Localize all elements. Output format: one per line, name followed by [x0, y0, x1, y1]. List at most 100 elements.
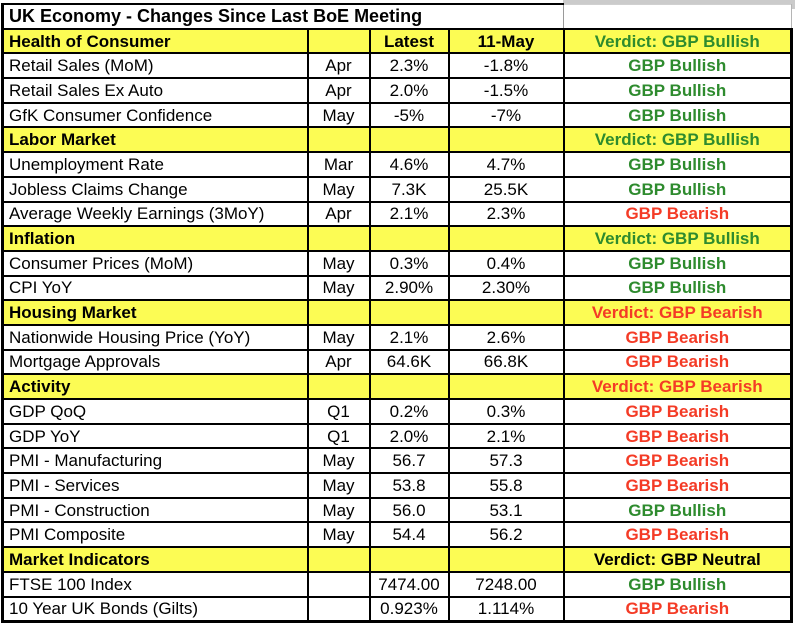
section-empty-latest-cell [368, 373, 450, 400]
latest-value: 7.3K [368, 175, 450, 203]
latest-value: 56.7 [368, 447, 450, 475]
previous-value: -1.8% [447, 52, 565, 80]
indicator-label: CPI YoY [1, 274, 309, 302]
indicator-row: FTSE 100 Index 7474.00 7248.00 GBP Bullish [1, 570, 794, 598]
month-cell: Apr [306, 77, 371, 104]
previous-value: 0.4% [447, 249, 565, 277]
section-verdict: Verdict: GBP Bullish [562, 27, 794, 55]
indicator-label: GfK Consumer Confidence [1, 101, 309, 129]
month-cell: Q1 [306, 422, 371, 450]
section-empty-month-cell [306, 299, 371, 326]
previous-value: 0.3% [447, 398, 565, 425]
month-cell: Apr [306, 348, 371, 376]
latest-value: 54.4 [368, 521, 450, 549]
indicator-row: GfK Consumer Confidence May -5% -7% GBP Bull… [1, 101, 794, 129]
verdict-cell: GBP Bearish [562, 422, 794, 450]
month-cell: Q1 [306, 398, 371, 425]
section-empty-latest-cell [368, 546, 450, 573]
indicator-row: Jobless Claims Change May 7.3K 25.5K GBP Bul… [1, 175, 794, 203]
section-title: Labor Market [1, 126, 309, 154]
indicator-label: Jobless Claims Change [1, 175, 309, 203]
previous-value: 25.5K [447, 175, 565, 203]
verdict-cell: GBP Bullish [562, 249, 794, 277]
verdict-cell: GBP Bearish [562, 200, 794, 228]
latest-value: 7474.00 [368, 570, 450, 598]
indicator-label: PMI - Services [1, 472, 309, 499]
section-empty-month-cell [306, 373, 371, 400]
section-title: Market Indicators [1, 546, 309, 573]
section-title: Activity [1, 373, 309, 400]
verdict-cell: GBP Bearish [562, 348, 794, 376]
month-cell: May [306, 521, 371, 549]
indicator-label: Average Weekly Earnings (3MoY) [1, 200, 309, 228]
verdict-cell: GBP Bullish [562, 77, 794, 104]
latest-value: 2.0% [368, 77, 450, 104]
section-empty-previous-cell [447, 225, 565, 252]
indicator-row: PMI Composite May 54.4 56.2 GBP Bearish [1, 521, 794, 549]
verdict-cell: GBP Bullish [562, 52, 794, 80]
section-empty-previous-cell [447, 299, 565, 326]
section-empty-previous-cell [447, 126, 565, 154]
indicator-row: GDP YoY Q1 2.0% 2.1% GBP Bearish [1, 422, 794, 450]
latest-value: 2.0% [368, 422, 450, 450]
section-title: Health of Consumer [1, 27, 309, 55]
previous-value: 57.3 [447, 447, 565, 475]
latest-value: 0.923% [368, 595, 450, 623]
latest-value: 2.3% [368, 52, 450, 80]
page-title: UK Economy - Changes Since Last BoE Meet… [0, 3, 565, 30]
indicator-row: Unemployment Rate Mar 4.6% 4.7% GBP Bullish [1, 151, 794, 178]
latest-value: 4.6% [368, 151, 450, 178]
previous-value: 1.114% [447, 595, 565, 623]
latest-value: 0.2% [368, 398, 450, 425]
section-empty-latest-cell [368, 225, 450, 252]
title-row-empty-cell [563, 3, 793, 30]
latest-value: 56.0 [368, 496, 450, 524]
uk-economy-table: UK Economy - Changes Since Last BoE Meet… [0, 3, 794, 623]
latest-value: -5% [368, 101, 450, 129]
previous-value: -1.5% [447, 77, 565, 104]
indicator-row: Nationwide Housing Price (YoY) May 2.1% 2.6… [1, 323, 794, 351]
indicator-label: PMI Composite [1, 521, 309, 549]
verdict-cell: GBP Bearish [562, 447, 794, 475]
section-verdict: Verdict: GBP Neutral [562, 546, 794, 573]
previous-value: 2.30% [447, 274, 565, 302]
month-cell: May [306, 496, 371, 524]
indicator-label: PMI - Construction [1, 496, 309, 524]
previous-value: 2.3% [447, 200, 565, 228]
section-verdict: Verdict: GBP Bearish [562, 373, 794, 400]
verdict-cell: GBP Bullish [562, 570, 794, 598]
indicator-row: Retail Sales Ex Auto Apr 2.0% -1.5% GBP Bull… [1, 77, 794, 104]
previous-value: 55.8 [447, 472, 565, 499]
indicator-label: PMI - Manufacturing [1, 447, 309, 475]
section-row: Inflation Verdict: GBP Bullish [1, 225, 794, 252]
indicator-row: PMI - Services May 53.8 55.8 GBP Bearish [1, 472, 794, 499]
indicator-row: PMI - Construction May 56.0 53.1 GBP Bullish [1, 496, 794, 524]
section-empty-month-cell [306, 225, 371, 252]
verdict-cell: GBP Bearish [562, 398, 794, 425]
latest-value: 64.6K [368, 348, 450, 376]
indicator-label: GDP YoY [1, 422, 309, 450]
section-row: Health of Consumer Latest 11-May Verdict: G… [1, 27, 794, 55]
latest-value: 53.8 [368, 472, 450, 499]
section-row: Activity Verdict: GBP Bearish [1, 373, 794, 400]
section-empty-latest-cell [368, 126, 450, 154]
section-empty-previous-cell [447, 373, 565, 400]
verdict-cell: GBP Bullish [562, 175, 794, 203]
month-cell: May [306, 447, 371, 475]
section-empty-previous-cell [447, 546, 565, 573]
section-title: Housing Market [1, 299, 309, 326]
section-empty-month-cell [306, 27, 371, 55]
month-cell: May [306, 175, 371, 203]
section-row: Housing Market Verdict: GBP Bearish [1, 299, 794, 326]
month-cell: May [306, 249, 371, 277]
indicator-label: Nationwide Housing Price (YoY) [1, 323, 309, 351]
column-header-previous: 11-May [447, 27, 565, 55]
verdict-cell: GBP Bullish [562, 496, 794, 524]
month-cell: May [306, 101, 371, 129]
indicator-row: GDP QoQ Q1 0.2% 0.3% GBP Bearish [1, 398, 794, 425]
section-row: Labor Market Verdict: GBP Bullish [1, 126, 794, 154]
section-row: Market Indicators Verdict: GBP Neutral [1, 546, 794, 573]
section-verdict: Verdict: GBP Bullish [562, 126, 794, 154]
verdict-cell: GBP Bearish [562, 472, 794, 499]
column-header-latest: Latest [368, 27, 450, 55]
